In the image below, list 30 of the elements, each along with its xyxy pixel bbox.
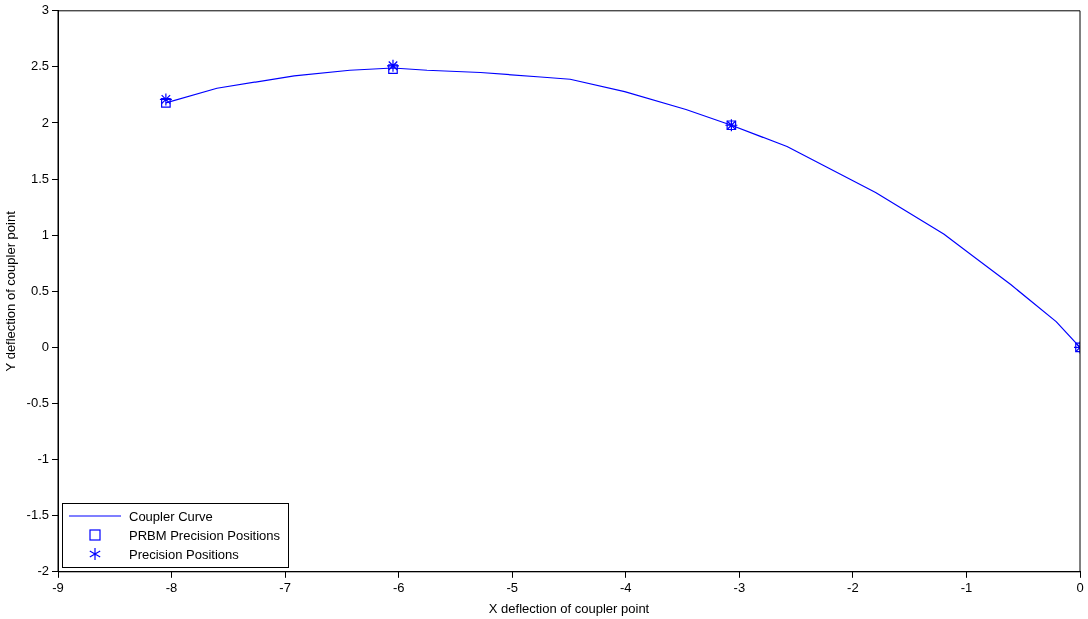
y-tick-label: 1.5 — [30, 170, 49, 186]
x-tick-label: -6 — [392, 580, 405, 596]
x-tick-label: -1 — [960, 580, 973, 596]
y-tick-label: 2 — [41, 114, 49, 130]
y-tick-label: 0.5 — [30, 282, 49, 298]
y-tick-label: 2.5 — [30, 58, 49, 74]
point — [388, 64, 398, 74]
y-tick-label: -2 — [37, 563, 49, 579]
point — [386, 59, 400, 73]
x-tick-label: -2 — [847, 580, 859, 596]
legend-label: Coupler Curve — [129, 508, 213, 524]
y-tick-label: 0 — [41, 338, 49, 354]
x-tick-label: 0 — [1076, 580, 1084, 596]
x-tick-label: -7 — [279, 580, 291, 596]
y-tick-label: -0.5 — [26, 395, 49, 411]
point — [159, 92, 173, 107]
x-tick-label: -3 — [733, 580, 746, 596]
x-tick-label: -5 — [506, 580, 518, 596]
y-tick-label: 3 — [41, 2, 49, 18]
x-tick-label: -9 — [52, 580, 64, 596]
y-axis-title: Y deflection of coupler point — [3, 210, 19, 372]
y-tick-label: 1 — [41, 226, 49, 242]
y-tick-label: -1.5 — [26, 507, 49, 523]
x-tick-label: -4 — [620, 580, 632, 596]
legend-label: Precision Positions — [129, 546, 239, 562]
point — [161, 97, 171, 108]
legend-label: PRBM Precision Positions — [129, 527, 280, 543]
x-axis-title: X deflection of coupler point — [488, 600, 650, 616]
x-tick-label: -8 — [165, 580, 178, 596]
y-tick-label: -1 — [37, 451, 49, 467]
